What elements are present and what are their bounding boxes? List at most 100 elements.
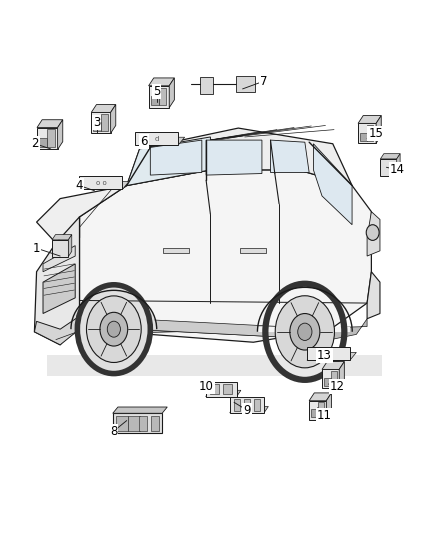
Polygon shape: [244, 399, 250, 410]
Polygon shape: [127, 137, 210, 185]
Bar: [159, 87, 166, 105]
Polygon shape: [367, 212, 380, 256]
Polygon shape: [72, 292, 156, 329]
Polygon shape: [322, 369, 339, 388]
Polygon shape: [358, 123, 376, 143]
Circle shape: [86, 296, 141, 362]
Polygon shape: [151, 416, 159, 431]
Text: 5: 5: [153, 85, 160, 98]
Polygon shape: [79, 182, 129, 189]
Polygon shape: [58, 120, 63, 149]
Polygon shape: [91, 104, 116, 112]
Circle shape: [107, 321, 120, 337]
Polygon shape: [206, 390, 241, 397]
Polygon shape: [234, 399, 240, 410]
Text: 11: 11: [317, 409, 332, 422]
Polygon shape: [169, 78, 174, 108]
Polygon shape: [163, 248, 189, 254]
Bar: [151, 96, 159, 105]
Polygon shape: [397, 154, 400, 175]
Polygon shape: [206, 140, 262, 175]
Polygon shape: [113, 413, 162, 433]
Polygon shape: [111, 104, 116, 133]
Polygon shape: [367, 272, 380, 319]
Circle shape: [275, 296, 335, 368]
Polygon shape: [79, 319, 367, 340]
Text: o o: o o: [95, 180, 106, 186]
Circle shape: [298, 323, 312, 341]
Text: 10: 10: [199, 380, 214, 393]
Text: 3: 3: [93, 116, 100, 130]
Polygon shape: [79, 176, 123, 189]
Polygon shape: [47, 356, 382, 376]
Polygon shape: [240, 248, 266, 254]
Polygon shape: [128, 416, 140, 431]
Polygon shape: [79, 170, 371, 342]
Bar: [324, 378, 331, 385]
Polygon shape: [91, 112, 111, 133]
Bar: [331, 370, 337, 385]
Polygon shape: [148, 86, 169, 108]
Polygon shape: [52, 235, 72, 240]
Polygon shape: [309, 401, 326, 419]
Polygon shape: [116, 416, 128, 431]
Circle shape: [366, 225, 379, 240]
Circle shape: [290, 313, 320, 350]
Polygon shape: [150, 140, 202, 175]
Bar: [360, 133, 367, 141]
Polygon shape: [35, 217, 79, 345]
Bar: [367, 125, 374, 141]
Polygon shape: [339, 361, 344, 388]
Bar: [47, 130, 54, 147]
Polygon shape: [307, 347, 350, 360]
Polygon shape: [37, 120, 63, 127]
Text: 8: 8: [110, 425, 117, 438]
Text: 15: 15: [368, 127, 383, 140]
Polygon shape: [148, 78, 174, 86]
Polygon shape: [35, 316, 79, 345]
Polygon shape: [258, 327, 350, 332]
Polygon shape: [139, 416, 147, 431]
Polygon shape: [127, 128, 352, 185]
Polygon shape: [43, 246, 75, 272]
Circle shape: [100, 312, 128, 346]
Polygon shape: [135, 137, 185, 145]
Text: 9: 9: [243, 403, 251, 417]
Text: 14: 14: [390, 164, 405, 176]
Text: 13: 13: [317, 349, 332, 362]
Text: d: d: [155, 135, 159, 142]
Polygon shape: [223, 384, 232, 394]
Bar: [93, 123, 101, 131]
Circle shape: [78, 285, 150, 374]
Polygon shape: [307, 352, 357, 360]
Polygon shape: [43, 264, 75, 313]
Polygon shape: [206, 382, 237, 397]
Text: 7: 7: [260, 75, 268, 87]
Bar: [311, 409, 318, 417]
Polygon shape: [37, 127, 58, 149]
Bar: [318, 402, 324, 417]
Polygon shape: [36, 185, 127, 243]
Polygon shape: [326, 393, 332, 419]
Polygon shape: [380, 154, 400, 159]
Polygon shape: [52, 240, 68, 256]
Polygon shape: [79, 316, 331, 340]
Polygon shape: [271, 140, 309, 173]
Text: 2: 2: [32, 138, 39, 150]
Polygon shape: [210, 384, 219, 394]
Polygon shape: [380, 159, 397, 175]
Polygon shape: [230, 397, 264, 413]
Text: 6: 6: [140, 135, 148, 148]
Polygon shape: [68, 235, 72, 256]
Polygon shape: [200, 77, 212, 94]
Polygon shape: [309, 393, 332, 401]
Text: 12: 12: [329, 380, 345, 393]
Polygon shape: [135, 132, 178, 145]
Polygon shape: [230, 407, 268, 413]
Text: 1: 1: [33, 242, 40, 255]
Polygon shape: [113, 407, 167, 413]
Polygon shape: [376, 116, 381, 143]
Polygon shape: [322, 361, 344, 369]
Text: d: d: [326, 351, 331, 357]
Polygon shape: [236, 76, 255, 92]
